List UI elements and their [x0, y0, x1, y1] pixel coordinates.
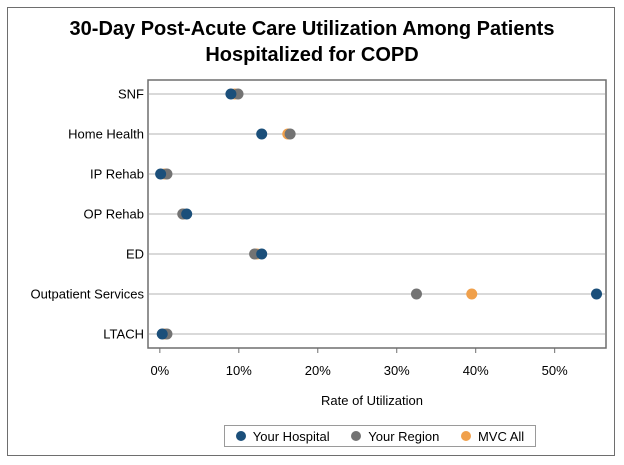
- point-your-region-home-health: [284, 128, 296, 140]
- point-your-region-outpatient-services: [410, 288, 422, 300]
- legend-item-your-hospital: Your Hospital: [235, 428, 330, 444]
- x-tick-label: 50%: [542, 363, 568, 378]
- legend-item-mvc-all: MVC All: [460, 428, 525, 444]
- category-label-outpatient-services: Outpatient Services: [31, 287, 145, 302]
- category-label-op-rehab: OP Rehab: [84, 207, 144, 222]
- legend-label-your-hospital: Your Hospital: [252, 428, 330, 444]
- legend-marker-mvc-all: [460, 431, 471, 441]
- point-your-hospital-ed: [256, 248, 268, 260]
- point-your-hospital-ltach: [156, 328, 168, 340]
- point-your-hospital-home-health: [256, 128, 268, 140]
- category-label-ip-rehab: IP Rehab: [90, 167, 144, 182]
- legend-marker-your-hospital: [235, 431, 246, 441]
- category-label-ltach: LTACH: [103, 327, 144, 342]
- chart-title: 30-Day Post-Acute Care Utilization Among…: [0, 16, 624, 68]
- chart-frame: [7, 7, 615, 456]
- legend-label-your-region: Your Region: [368, 428, 440, 444]
- x-tick-label: 30%: [384, 363, 410, 378]
- x-tick-label: 0%: [150, 363, 169, 378]
- x-axis-label: Rate of Utilization: [321, 393, 423, 408]
- x-tick-label: 40%: [463, 363, 489, 378]
- legend-item-your-region: Your Region: [351, 429, 439, 444]
- x-ticks: 0% 10% 20% 30% 40% 50%: [150, 348, 568, 378]
- gridlines: [149, 93, 605, 335]
- point-mvc-all-outpatient-services: [466, 288, 478, 300]
- point-your-hospital-op-rehab: [181, 208, 193, 220]
- plot-border: [147, 79, 607, 349]
- point-your-hospital-ip-rehab: [155, 168, 167, 180]
- x-tick-label: 20%: [305, 363, 331, 378]
- chart-title-line-1: 30-Day Post-Acute Care Utilization Among…: [69, 18, 555, 40]
- point-your-hospital-outpatient-services: [591, 288, 603, 300]
- category-labels: SNF Home Health IP Rehab OP Rehab ED Outpatie…: [31, 87, 145, 342]
- point-your-hospital-snf: [225, 88, 237, 100]
- data-points: [155, 88, 603, 340]
- legend-marker-your-region: [351, 431, 362, 441]
- x-tick-label: 10%: [226, 363, 252, 378]
- category-label-home-health: Home Health: [68, 127, 144, 142]
- legend: Your Hospital Your Region MVC All: [224, 425, 536, 447]
- chart-title-line-2: Hospitalized for COPD: [205, 44, 419, 66]
- category-label-snf: SNF: [118, 87, 144, 102]
- category-label-ed: ED: [126, 247, 144, 262]
- legend-label-mvc-all: MVC All: [477, 428, 525, 444]
